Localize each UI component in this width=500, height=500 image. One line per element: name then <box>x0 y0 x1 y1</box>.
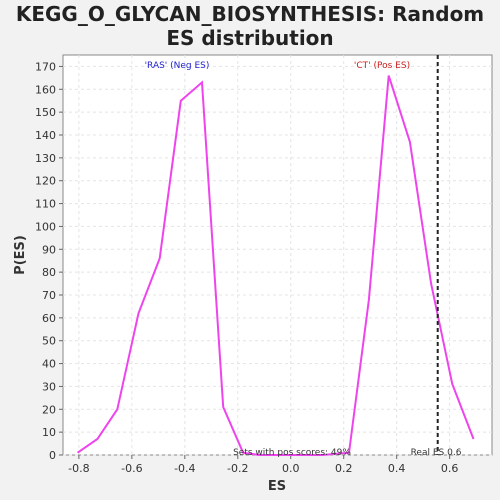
annotations: 'RAS' (Neg ES) 'CT' (Pos ES) Sets with pos… <box>145 55 462 458</box>
chart-title-line2: ES distribution <box>166 26 334 50</box>
y-tick-label: 110 <box>35 198 56 211</box>
plot-area <box>62 54 493 456</box>
y-tick-label: 130 <box>35 152 56 165</box>
x-tick-label: 0.6 <box>441 462 459 475</box>
x-tick-label: 0.4 <box>388 462 406 475</box>
y-tick-label: 90 <box>42 243 56 256</box>
y-tick-label: 160 <box>35 83 56 96</box>
x-tick-label: -0.6 <box>121 462 142 475</box>
sets-pos-scores-label: Sets with pos scores: 49% <box>233 448 351 458</box>
y-axis-ticks: 0 10 20 30 40 50 60 70 80 90 100 110 120 130 140 150 160… <box>35 60 63 462</box>
y-tick-label: 20 <box>42 403 56 416</box>
x-axis-label: ES <box>268 479 286 494</box>
y-tick-label: 10 <box>42 426 56 439</box>
x-tick-label: -0.4 <box>174 462 195 475</box>
y-tick-label: 100 <box>35 220 56 233</box>
x-axis-ticks: -0.8 -0.6 -0.4 -0.2 0.0 0.2 0.4 0.6 <box>68 455 458 475</box>
x-tick-label: 0.0 <box>282 462 300 475</box>
y-tick-label: 60 <box>42 312 56 325</box>
neg-es-label: 'RAS' (Neg ES) <box>145 61 210 71</box>
y-tick-label: 170 <box>35 60 56 73</box>
series-lines <box>77 75 475 456</box>
y-tick-label: 50 <box>42 335 56 348</box>
chart-title: KEGG_O_GLYCAN_BIOSYNTHESIS: Random ES di… <box>0 2 500 50</box>
real-es-label: Real ES 0.6 <box>411 448 462 458</box>
y-tick-label: 30 <box>42 380 56 393</box>
grid-lines <box>63 55 492 456</box>
y-tick-label: 150 <box>35 106 56 119</box>
x-tick-label: -0.8 <box>68 462 89 475</box>
y-tick-label: 70 <box>42 289 56 302</box>
es-distribution-line <box>77 75 475 456</box>
x-tick-label: 0.2 <box>335 462 353 475</box>
y-tick-label: 140 <box>35 129 56 142</box>
pos-es-label: 'CT' (Pos ES) <box>354 61 410 71</box>
y-tick-label: 40 <box>42 358 56 371</box>
y-tick-label: 0 <box>49 449 56 462</box>
chart-title-line1: KEGG_O_GLYCAN_BIOSYNTHESIS: Random <box>15 2 485 26</box>
y-tick-label: 80 <box>42 266 56 279</box>
x-tick-label: -0.2 <box>227 462 248 475</box>
y-axis-label: P(ES) <box>13 235 28 275</box>
y-tick-label: 120 <box>35 175 56 188</box>
